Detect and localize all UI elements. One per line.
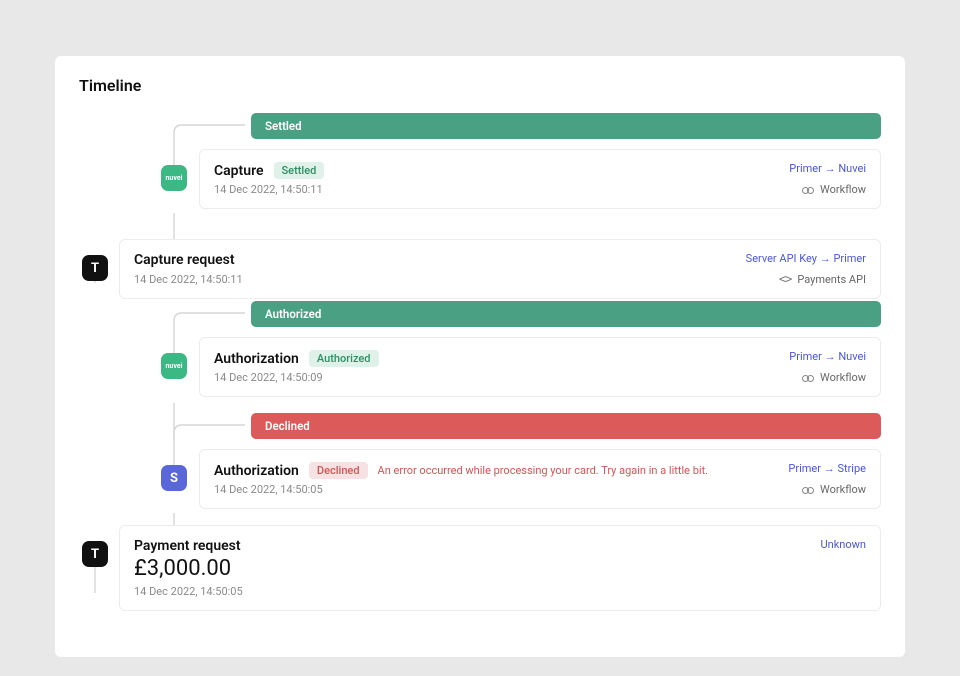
source-label: Workflow [802,183,866,196]
error-message: An error occurred while processing your … [378,464,709,477]
status-badge: Settled [274,162,325,179]
event-authorization-ok[interactable]: Authorization Authorized Primer → Nuvei … [199,337,881,397]
nuvei-icon: nuvei [161,353,187,379]
workflow-icon [802,374,814,382]
route-label: Server API Key → Primer [746,252,866,265]
source-label: Workflow [802,371,866,384]
payment-amount: £3,000.00 [134,556,866,581]
route-label: Primer → Nuvei [789,350,866,363]
workflow-icon [802,486,814,494]
status-badge: Declined [309,462,368,479]
timestamp: 14 Dec 2022, 14:50:11 [214,183,323,196]
timeline-panel: Timeline [55,56,905,657]
stripe-icon: S [161,465,187,491]
route-label: Primer → Stripe [788,462,866,475]
terminal-icon: T [82,255,108,281]
status-bar-authorized: Authorized [251,301,881,327]
panel-title: Timeline [79,76,881,95]
timestamp: 14 Dec 2022, 14:50:05 [214,483,323,496]
route-label: Unknown [821,538,866,551]
status-badge: Authorized [309,350,379,367]
api-icon: <> [779,272,791,286]
timeline: Settled nuvei Capture Settled Primer → N… [79,113,881,633]
timestamp: 14 Dec 2022, 14:50:09 [214,371,323,384]
canvas: Timeline [0,0,960,676]
nuvei-icon: nuvei [161,165,187,191]
event-capture-request[interactable]: Capture request Server API Key → Primer … [119,239,881,299]
timestamp: 14 Dec 2022, 14:50:11 [134,273,243,286]
workflow-icon [802,186,814,194]
source-label: Workflow [802,483,866,496]
event-capture[interactable]: Capture Settled Primer → Nuvei 14 Dec 20… [199,149,881,209]
event-title: Payment request [134,538,241,554]
status-bar-declined: Declined [251,413,881,439]
status-bar-settled: Settled [251,113,881,139]
timestamp: 14 Dec 2022, 14:50:05 [134,585,866,598]
event-title: Authorization [214,463,299,479]
status-bar-label: Settled [265,119,302,133]
event-title: Authorization [214,351,299,367]
source-label: <> Payments API [779,272,866,286]
status-bar-label: Authorized [265,307,321,321]
event-authorization-declined[interactable]: Authorization Declined An error occurred… [199,449,881,509]
terminal-icon: T [82,541,108,567]
route-label: Primer → Nuvei [789,162,866,175]
event-title: Capture [214,163,264,179]
event-payment-request[interactable]: Payment request Unknown £3,000.00 14 Dec… [119,525,881,611]
status-bar-label: Declined [265,419,310,433]
event-title: Capture request [134,252,235,268]
